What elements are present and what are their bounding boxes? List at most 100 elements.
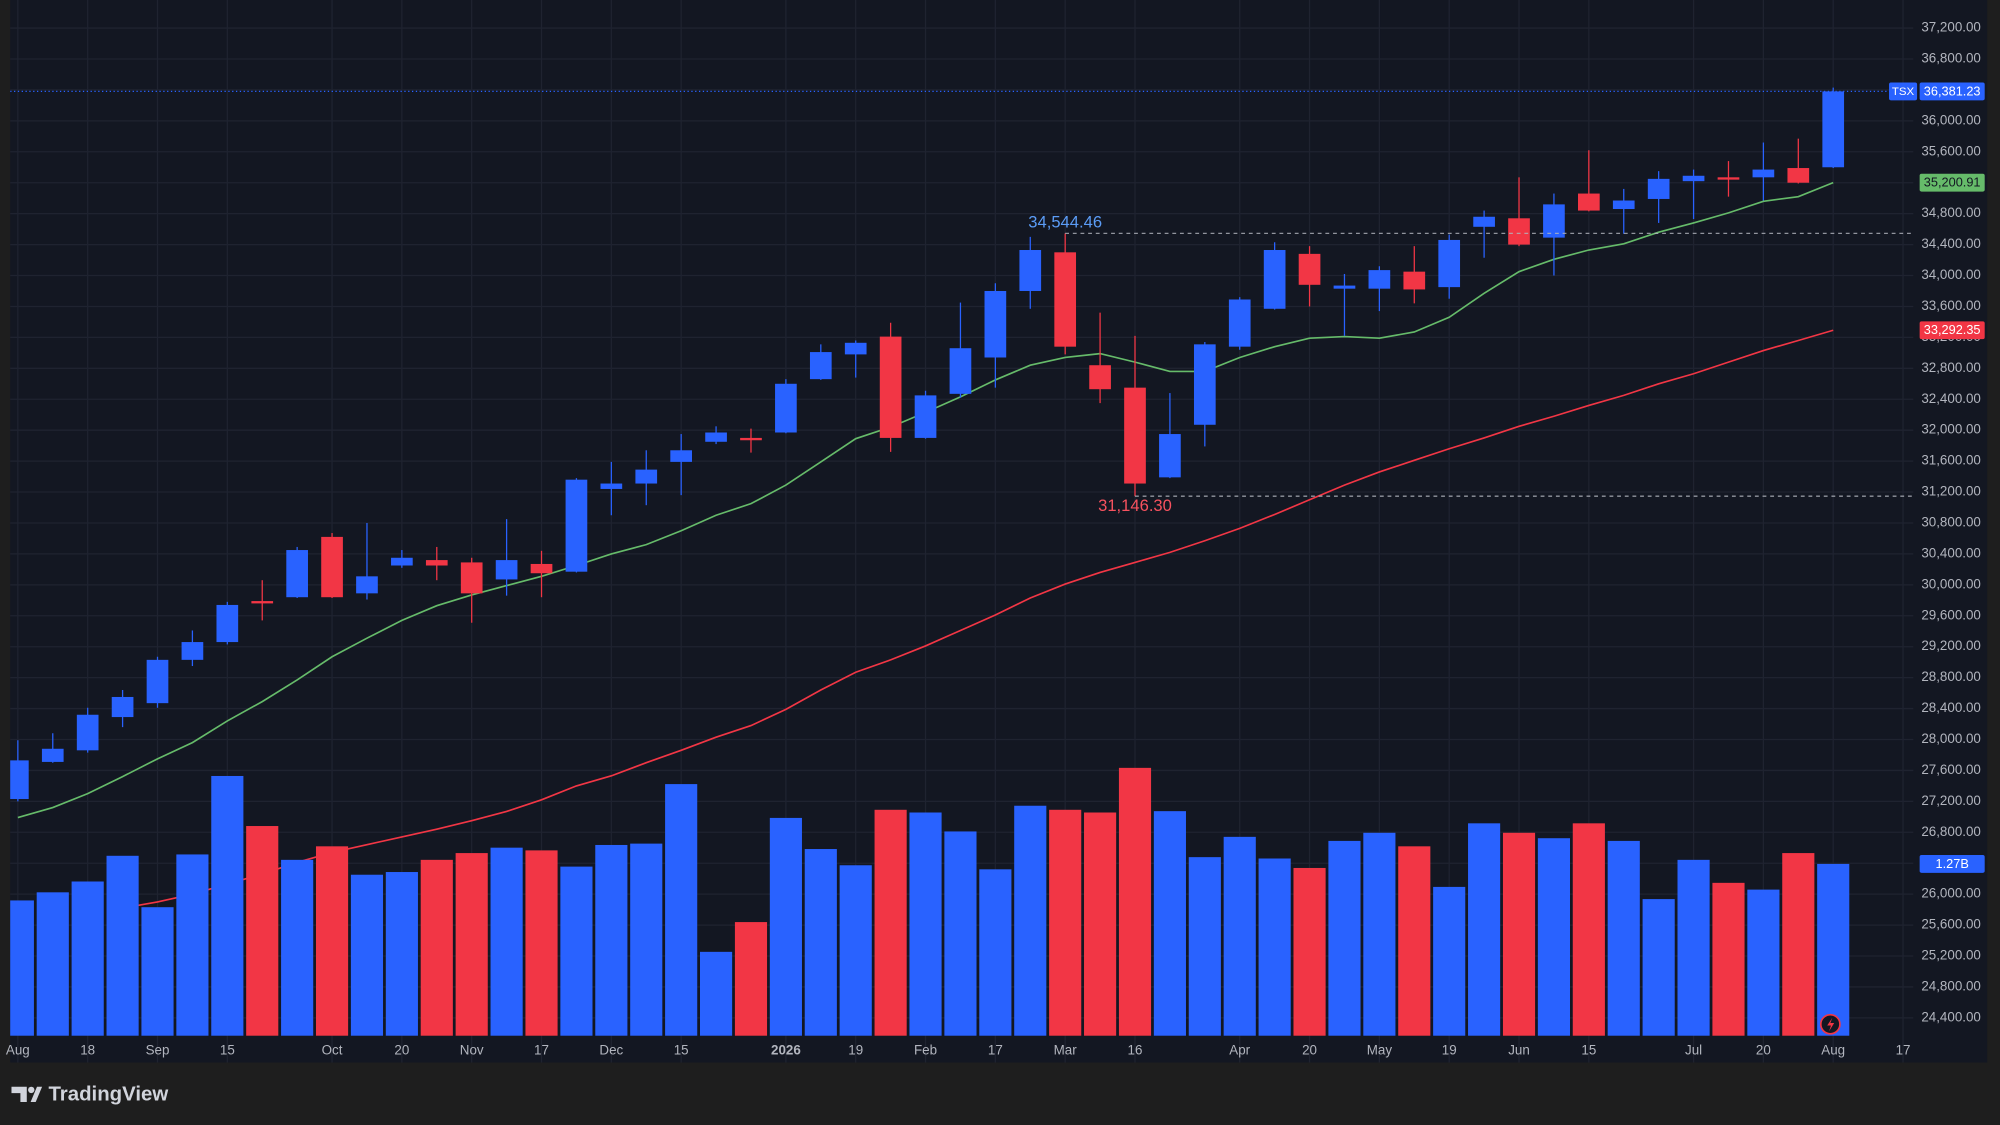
y-tick-label: 28,800.00 (1921, 669, 1981, 684)
y-tick-label: 31,200.00 (1921, 484, 1981, 499)
y-tick-label: 29,600.00 (1921, 607, 1981, 622)
y-tick-label: 31,600.00 (1921, 453, 1981, 468)
volume-bar (10, 900, 34, 1036)
candle-body (670, 450, 693, 462)
y-tick-label: 30,000.00 (1921, 576, 1981, 591)
candle-body (1263, 250, 1286, 309)
candle-body (1228, 299, 1251, 347)
y-tick-label: 25,200.00 (1921, 948, 1981, 963)
y-tick-label: 34,800.00 (1921, 205, 1981, 220)
candle-body (10, 760, 29, 800)
x-tick-label: 16 (1128, 1043, 1143, 1058)
candle-body (844, 342, 867, 355)
candle-body (425, 560, 448, 566)
candle-body (1822, 91, 1845, 168)
volume-bar (455, 853, 488, 1036)
volume-bar (1433, 886, 1466, 1036)
y-tick-label: 37,200.00 (1921, 20, 1981, 35)
volume-bar (1188, 857, 1221, 1036)
volume-bar (979, 869, 1012, 1036)
annotation-label: 31,146.30 (1098, 496, 1172, 515)
candle-body (1438, 239, 1461, 288)
x-tick-label: Feb (914, 1043, 937, 1058)
alert-bolt (1827, 1017, 1835, 1032)
candle-body (41, 748, 64, 762)
volume-tag-box (1919, 854, 1985, 873)
candle-body (1717, 177, 1740, 180)
volume-bar (1677, 859, 1710, 1036)
x-tick-label: 2026 (771, 1043, 801, 1058)
y-tick-label: 35,600.00 (1921, 143, 1981, 158)
x-tick-label: 19 (1442, 1043, 1457, 1058)
candle-body (1159, 434, 1181, 478)
x-tick-label: 20 (1302, 1043, 1317, 1058)
candle-body (1368, 270, 1391, 289)
volume-bar (525, 850, 558, 1036)
volume-bar (176, 854, 209, 1036)
logo[interactable]: TradingView (11, 1083, 168, 1105)
plot (10, 87, 1914, 1036)
candle-body (181, 642, 204, 660)
ma-tag: 35,200.91 (1924, 175, 1981, 190)
volume-bar (1712, 882, 1745, 1036)
price-tag-box (1919, 82, 1985, 101)
volume-bar (1537, 838, 1570, 1036)
y-tick-label: 29,200.00 (1921, 638, 1981, 653)
x-tick-label: 15 (220, 1043, 235, 1058)
candle-body (356, 576, 378, 594)
x-tick-label: 15 (674, 1043, 689, 1058)
candle-body (879, 336, 902, 438)
candle-body (1333, 285, 1356, 289)
volume-bar (734, 922, 768, 1036)
volume-bar (1118, 767, 1152, 1036)
candle-body (1612, 200, 1635, 210)
candle-body (1508, 218, 1530, 245)
price-tag: 36,381.23 (1924, 83, 1981, 98)
x-tick-label: 15 (1581, 1043, 1596, 1058)
volume-bar (1502, 832, 1536, 1036)
candle-body (1647, 178, 1670, 199)
volume-bar (1747, 889, 1780, 1036)
x-tick-label: Apr (1229, 1043, 1250, 1058)
moving-average (122, 329, 1834, 909)
candle-body (705, 432, 727, 442)
candle-body (286, 550, 308, 598)
logo-icon (11, 1086, 27, 1103)
volume-bar (1293, 867, 1326, 1036)
volume-bar (1817, 863, 1850, 1036)
volume-bar (1258, 858, 1291, 1036)
volume-bar (1642, 899, 1675, 1036)
x-tick-label: Jun (1508, 1043, 1530, 1058)
volume-bar (385, 872, 418, 1036)
candle-body (76, 714, 99, 751)
volume-bar (350, 874, 384, 1036)
y-tick-label: 25,600.00 (1921, 917, 1981, 932)
y-tick-label: 32,400.00 (1921, 391, 1981, 406)
volume-bar (1014, 805, 1047, 1036)
volume-bar (1782, 853, 1815, 1036)
volume-bar (839, 865, 872, 1036)
y-tick-label: 32,000.00 (1921, 422, 1981, 437)
candle-body (1787, 168, 1810, 183)
x-tick-label: May (1367, 1043, 1393, 1058)
volume-bar (1363, 832, 1396, 1036)
candle-body (530, 563, 553, 574)
candle-body (565, 479, 588, 572)
y-tick-label: 28,400.00 (1921, 700, 1981, 715)
x-tick-label: Nov (460, 1043, 484, 1058)
x-tick-label: 18 (80, 1043, 95, 1058)
volume-bar (71, 881, 104, 1036)
candle-body (1019, 250, 1042, 291)
candle-body (984, 290, 1007, 358)
x-tick-label: 17 (1896, 1043, 1911, 1058)
y-tick-label: 28,000.00 (1921, 731, 1981, 746)
volume-bar (665, 784, 698, 1036)
y-tick-label: 26,000.00 (1921, 886, 1981, 901)
volume-bar (106, 855, 139, 1036)
candle-body (914, 395, 937, 438)
volume-bar (420, 859, 453, 1036)
candle-body (1752, 169, 1775, 178)
candle-body (111, 696, 134, 718)
